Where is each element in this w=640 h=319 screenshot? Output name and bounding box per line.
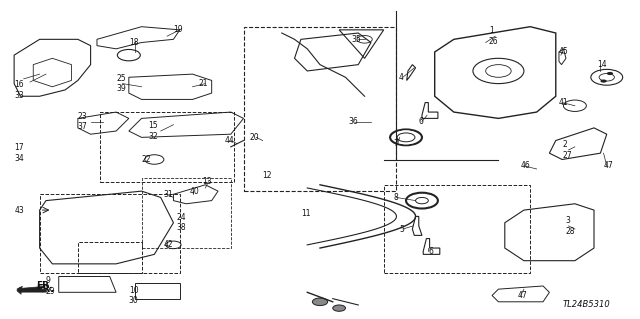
Text: TL24B5310: TL24B5310 bbox=[562, 300, 610, 309]
Text: 44: 44 bbox=[225, 136, 234, 145]
Text: 2
27: 2 27 bbox=[562, 140, 572, 160]
Text: 42: 42 bbox=[164, 241, 173, 249]
Text: 1
26: 1 26 bbox=[489, 26, 499, 46]
Circle shape bbox=[333, 305, 346, 311]
Circle shape bbox=[607, 72, 613, 75]
Text: 6: 6 bbox=[428, 247, 433, 256]
Bar bbox=[384, 185, 531, 273]
Text: 43: 43 bbox=[14, 206, 24, 215]
Circle shape bbox=[600, 79, 607, 83]
Text: 14: 14 bbox=[597, 60, 607, 69]
Text: 47: 47 bbox=[518, 291, 527, 300]
Text: FR.: FR. bbox=[36, 281, 53, 290]
Text: 7: 7 bbox=[394, 139, 398, 148]
Text: 24
38: 24 38 bbox=[177, 213, 186, 233]
Text: 5: 5 bbox=[399, 225, 404, 234]
Text: 15
32: 15 32 bbox=[148, 121, 157, 141]
Text: 18: 18 bbox=[129, 38, 138, 47]
Bar bbox=[141, 178, 231, 248]
Circle shape bbox=[312, 298, 328, 306]
Text: 6: 6 bbox=[419, 117, 424, 126]
Text: 40: 40 bbox=[189, 187, 199, 196]
Text: 46: 46 bbox=[521, 161, 531, 170]
Text: 13: 13 bbox=[202, 177, 212, 186]
Text: FR.: FR. bbox=[36, 284, 54, 294]
Text: 35: 35 bbox=[352, 35, 362, 44]
Text: 41: 41 bbox=[559, 98, 568, 107]
Text: 4: 4 bbox=[399, 73, 404, 82]
Text: 17
34: 17 34 bbox=[14, 144, 24, 163]
Text: 12: 12 bbox=[262, 171, 272, 180]
Text: 47: 47 bbox=[604, 161, 613, 170]
Text: 36: 36 bbox=[349, 117, 358, 126]
Text: 19: 19 bbox=[173, 25, 183, 34]
Text: 16
33: 16 33 bbox=[14, 80, 24, 100]
Text: 45: 45 bbox=[559, 48, 569, 56]
Text: 21: 21 bbox=[199, 79, 209, 88]
Text: 25
39: 25 39 bbox=[116, 74, 126, 93]
Bar bbox=[40, 194, 180, 273]
Text: 11: 11 bbox=[301, 209, 310, 218]
Bar bbox=[244, 27, 396, 191]
Text: 20: 20 bbox=[250, 133, 260, 142]
Text: 31: 31 bbox=[164, 190, 173, 199]
Bar bbox=[100, 112, 234, 182]
Text: 10
30: 10 30 bbox=[129, 286, 139, 305]
Bar bbox=[78, 242, 141, 273]
Text: 23
37: 23 37 bbox=[78, 112, 88, 131]
Text: 22: 22 bbox=[141, 155, 151, 164]
Text: 8: 8 bbox=[394, 193, 398, 202]
Text: 3
28: 3 28 bbox=[565, 216, 575, 236]
Text: 9
29: 9 29 bbox=[46, 276, 56, 296]
